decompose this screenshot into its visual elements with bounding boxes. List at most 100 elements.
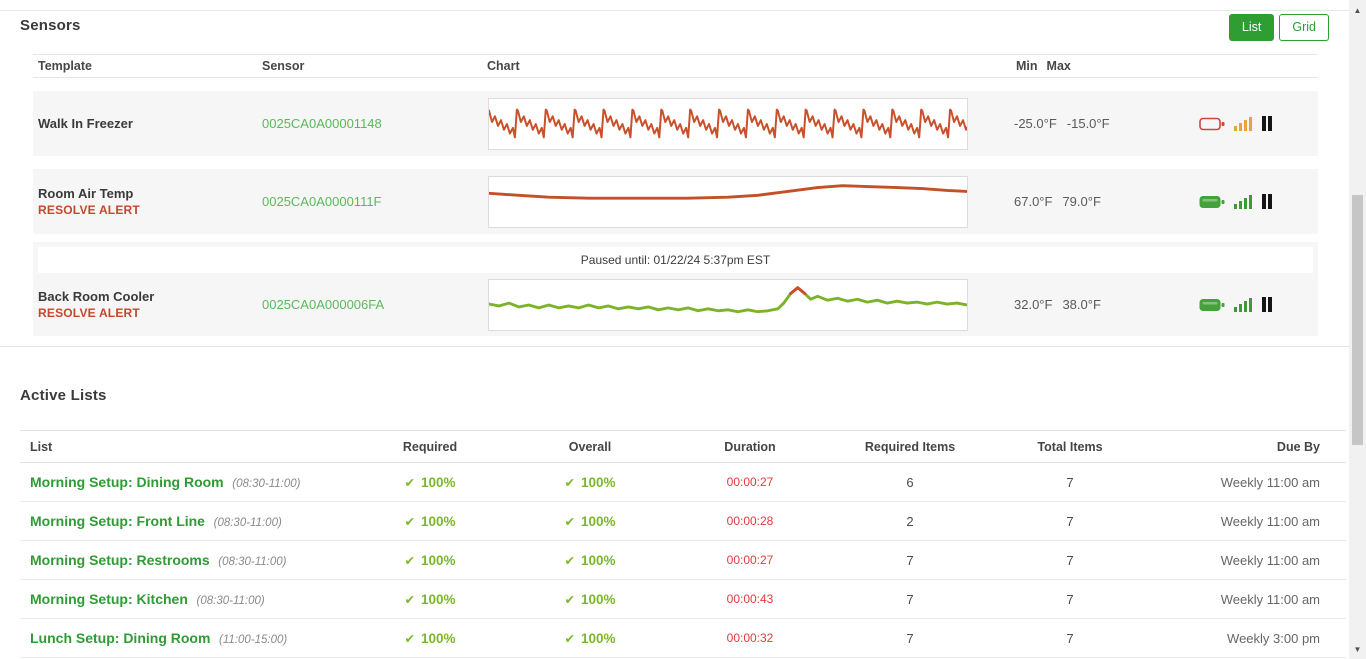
- paused-until-note: Paused until: 01/22/24 5:37pm EST: [38, 247, 1313, 273]
- sensor-max-value: 38.0°F: [1062, 297, 1101, 312]
- overall-percent: ✔ 100%: [510, 514, 670, 529]
- sensor-sparkline-chart: [488, 175, 968, 228]
- grid-view-button[interactable]: Grid: [1279, 14, 1329, 41]
- battery-full-icon: [1199, 296, 1225, 314]
- check-icon: ✔: [404, 553, 415, 568]
- required-value: 100%: [420, 552, 456, 568]
- battery-full-icon: [1199, 193, 1225, 211]
- sensor-sparkline-chart: [488, 278, 968, 331]
- sensor-max-value: 79.0°F: [1062, 194, 1101, 209]
- duration-value: 00:00:28: [726, 514, 774, 528]
- sensor-row-room-air-temp: Room Air Temp RESOLVE ALERT 0025CA0A0000…: [33, 169, 1318, 234]
- sensor-id-link[interactable]: 0025CA0A0000111F: [262, 193, 382, 209]
- section-divider: [0, 346, 1349, 347]
- list-name-link[interactable]: Morning Setup: Restrooms: [30, 552, 210, 568]
- sensor-max-value: -15.0°F: [1066, 116, 1110, 131]
- list-view-button[interactable]: List: [1228, 14, 1275, 41]
- battery-low-icon: [1198, 115, 1225, 133]
- list-time-range: (08:30-11:00): [213, 517, 282, 529]
- vertical-scrollbar[interactable]: ▲ ▼: [1349, 0, 1366, 659]
- overall-value: 100%: [580, 474, 616, 490]
- check-icon: ✔: [564, 553, 575, 568]
- active-lists-title: Active Lists: [20, 387, 107, 404]
- col-header-due-by: Due By: [1276, 439, 1320, 454]
- required-percent: ✔ 100%: [350, 631, 510, 646]
- active-list-row: Morning Setup: Dining Room (08:30-11:00)…: [20, 463, 1346, 502]
- col-header-sensor: Sensor: [262, 59, 305, 73]
- total-items-value: 7: [1066, 474, 1074, 490]
- check-icon: ✔: [564, 592, 575, 607]
- sensor-template-label: Back Room Cooler: [38, 288, 155, 304]
- list-time-range: (08:30-11:00): [232, 478, 301, 490]
- sensor-minmax: 67.0°F 79.0°F: [968, 194, 1153, 209]
- required-items-value: 7: [906, 630, 914, 646]
- sensor-row-back-room-cooler-wrap: Paused until: 01/22/24 5:37pm EST Back R…: [33, 242, 1318, 336]
- col-header-required: Required: [402, 439, 458, 454]
- col-header-max: Max: [1046, 59, 1071, 73]
- view-toggle: List Grid: [1228, 14, 1329, 41]
- overall-percent: ✔ 100%: [510, 631, 670, 646]
- check-icon: ✔: [404, 514, 415, 529]
- required-percent: ✔ 100%: [350, 553, 510, 568]
- due-by-value: Weekly 11:00 am: [1220, 552, 1320, 568]
- sensor-id-link[interactable]: 0025CA0A000006FA: [262, 296, 385, 312]
- sensors-table-header: Template Sensor Chart Min Max: [33, 54, 1318, 78]
- total-items-value: 7: [1066, 513, 1074, 529]
- overall-value: 100%: [580, 630, 616, 646]
- overall-percent: ✔ 100%: [510, 475, 670, 490]
- active-lists-header: List Required Overall Duration Required …: [20, 430, 1346, 463]
- sensors-table: Template Sensor Chart Min Max Walk In Fr…: [33, 54, 1318, 336]
- list-name-link[interactable]: Morning Setup: Kitchen: [30, 591, 188, 607]
- col-header-min: Min: [1016, 59, 1038, 73]
- col-header-minmax: Min Max: [968, 59, 1153, 73]
- required-value: 100%: [420, 513, 456, 529]
- total-items-value: 7: [1066, 630, 1074, 646]
- resolve-alert-link[interactable]: RESOLVE ALERT: [38, 203, 140, 218]
- check-icon: ✔: [564, 631, 575, 646]
- list-cell: Morning Setup: Restrooms (08:30-11:00): [20, 552, 350, 568]
- signal-strength-icon: [1233, 116, 1252, 131]
- list-cell: Morning Setup: Front Line (08:30-11:00): [20, 513, 350, 529]
- required-items-value: 7: [906, 591, 914, 607]
- sensor-minmax: 32.0°F 38.0°F: [968, 297, 1153, 312]
- active-list-row: Morning Setup: Front Line (08:30-11:00) …: [20, 502, 1346, 541]
- duration-value: 00:00:43: [726, 592, 774, 606]
- scrollbar-thumb[interactable]: [1352, 195, 1363, 445]
- overall-percent: ✔ 100%: [510, 592, 670, 607]
- col-header-template: Template: [38, 59, 92, 73]
- list-name-link[interactable]: Morning Setup: Dining Room: [30, 474, 224, 490]
- list-name-link[interactable]: Morning Setup: Front Line: [30, 513, 205, 529]
- pause-sensor-icon[interactable]: [1261, 194, 1273, 209]
- overall-value: 100%: [580, 591, 616, 607]
- signal-strength-icon: [1233, 194, 1252, 209]
- resolve-alert-link[interactable]: RESOLVE ALERT: [38, 306, 140, 321]
- required-items-value: 2: [906, 513, 914, 529]
- required-percent: ✔ 100%: [350, 592, 510, 607]
- overall-value: 100%: [580, 513, 616, 529]
- due-by-value: Weekly 11:00 am: [1220, 513, 1320, 529]
- active-lists-table: List Required Overall Duration Required …: [20, 430, 1346, 658]
- sensor-min-value: -25.0°F: [1014, 116, 1057, 131]
- col-header-list: List: [30, 439, 53, 454]
- list-cell: Morning Setup: Kitchen (08:30-11:00): [20, 591, 350, 607]
- sensor-template-label: Room Air Temp: [38, 185, 134, 201]
- duration-value: 00:00:27: [726, 553, 774, 567]
- active-list-row: Lunch Setup: Dining Room (11:00-15:00) ✔…: [20, 619, 1346, 658]
- list-name-link[interactable]: Lunch Setup: Dining Room: [30, 630, 211, 646]
- duration-value: 00:00:32: [726, 631, 774, 645]
- pause-sensor-icon[interactable]: [1261, 297, 1273, 312]
- scroll-up-arrow-icon[interactable]: ▲: [1353, 5, 1362, 15]
- required-value: 100%: [420, 474, 456, 490]
- sensor-id-link[interactable]: 0025CA0A00001148: [262, 115, 382, 131]
- active-list-row: Morning Setup: Kitchen (08:30-11:00) ✔ 10…: [20, 580, 1346, 619]
- required-value: 100%: [420, 630, 456, 646]
- active-list-row: Morning Setup: Restrooms (08:30-11:00) ✔…: [20, 541, 1346, 580]
- overall-percent: ✔ 100%: [510, 553, 670, 568]
- scroll-down-arrow-icon[interactable]: ▼: [1353, 644, 1362, 654]
- required-percent: ✔ 100%: [350, 514, 510, 529]
- pause-sensor-icon[interactable]: [1261, 116, 1273, 131]
- top-divider: [0, 10, 1349, 11]
- col-header-total-items: Total Items: [1037, 439, 1103, 454]
- col-header-duration: Duration: [724, 439, 776, 454]
